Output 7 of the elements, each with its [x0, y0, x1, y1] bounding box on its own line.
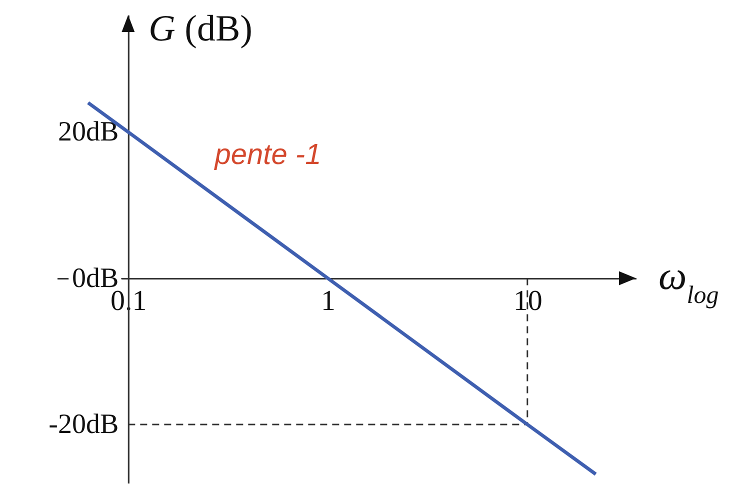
y-tick-label: 20dB — [58, 116, 119, 148]
x-tick-label: 10 — [513, 284, 542, 317]
annotation: pente -1 — [214, 139, 322, 171]
y-axis-title: G (dB) — [148, 8, 252, 50]
x-axis-title: ω$_{log}$ — [658, 252, 719, 308]
y-tick-label: -20dB — [48, 409, 119, 440]
x-tick-label: 1 — [321, 284, 336, 317]
